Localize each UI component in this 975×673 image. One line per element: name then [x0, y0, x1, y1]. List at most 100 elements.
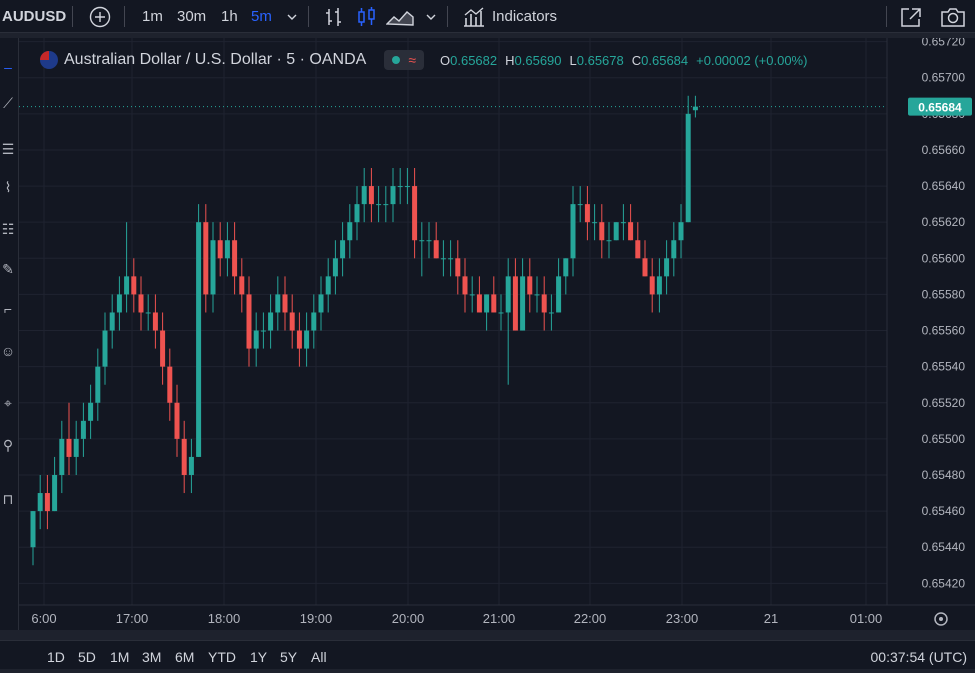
candle-body[interactable] [692, 106, 698, 111]
candle-body[interactable] [577, 204, 583, 206]
candle-body[interactable] [469, 294, 475, 296]
candle-body[interactable] [433, 240, 439, 259]
ruler-icon[interactable]: ⌖ [4, 395, 12, 411]
candle-body[interactable] [246, 294, 252, 349]
candle-body[interactable] [656, 276, 662, 295]
candle-body[interactable] [318, 294, 324, 313]
chart-pane[interactable]: 0.657200.657000.656800.656600.656400.656… [19, 35, 975, 630]
candle-body[interactable] [556, 276, 562, 313]
candle-body[interactable] [196, 222, 202, 457]
candle-body[interactable] [210, 240, 216, 295]
candle-body[interactable] [325, 276, 331, 295]
candle-body[interactable] [95, 366, 101, 403]
range-5y-button[interactable]: 5Y [280, 641, 297, 670]
candle-body[interactable] [44, 493, 50, 512]
candle-body[interactable] [390, 186, 396, 205]
candle-body[interactable] [512, 276, 518, 331]
candle-body[interactable] [505, 276, 511, 313]
candle-body[interactable] [304, 330, 310, 349]
range-all-button[interactable]: All [311, 641, 327, 670]
area-chart-type-button[interactable] [386, 0, 414, 33]
candle-body[interactable] [138, 294, 144, 313]
candle-body[interactable] [584, 204, 590, 223]
indicators-button[interactable]: Indicators [462, 0, 557, 33]
pattern-icon[interactable]: ⌇ [4, 179, 12, 195]
candle-body[interactable] [613, 222, 619, 241]
candle-body[interactable] [685, 113, 691, 223]
candle-body[interactable] [340, 240, 346, 259]
candle-body[interactable] [599, 222, 605, 241]
candles-chart-type-button[interactable] [356, 0, 378, 33]
candle-body[interactable] [498, 312, 504, 314]
candle-body[interactable] [224, 240, 230, 259]
candle-body[interactable] [217, 240, 223, 259]
candle-body[interactable] [160, 330, 166, 367]
candle-body[interactable] [404, 186, 410, 188]
symbol-search[interactable]: AUDUSD [2, 0, 66, 33]
candle-body[interactable] [145, 312, 151, 314]
candle-body[interactable] [232, 240, 238, 277]
candle-body[interactable] [289, 312, 295, 331]
candle-body[interactable] [66, 438, 72, 457]
candle-body[interactable] [88, 402, 94, 421]
candle-body[interactable] [649, 276, 655, 295]
candle-body[interactable] [491, 294, 497, 313]
candle-body[interactable] [311, 312, 317, 331]
trendline-icon[interactable]: ⟋ [3, 95, 13, 111]
candle-body[interactable] [484, 294, 490, 313]
candle-body[interactable] [167, 366, 173, 403]
candle-body[interactable] [383, 204, 389, 206]
range-1d-button[interactable]: 1D [47, 641, 65, 670]
candle-body[interactable] [52, 474, 58, 512]
candle-body[interactable] [260, 330, 266, 332]
candle-body[interactable] [181, 438, 187, 475]
candle-body[interactable] [440, 258, 446, 260]
candle-body[interactable] [563, 258, 569, 277]
candle-body[interactable] [376, 204, 382, 206]
candle-body[interactable] [59, 438, 65, 475]
candle-body[interactable] [73, 438, 79, 457]
gear-icon[interactable] [934, 612, 948, 626]
candle-body[interactable] [109, 312, 115, 331]
candle-body[interactable] [296, 330, 302, 349]
emoji-icon[interactable]: ☺ [0, 343, 16, 359]
candle-body[interactable] [354, 204, 360, 223]
candle-body[interactable] [30, 511, 36, 548]
candle-body[interactable] [275, 294, 281, 313]
brush-icon[interactable]: ✎ [2, 261, 14, 277]
candle-body[interactable] [664, 258, 670, 277]
text-icon[interactable]: ⌐ [3, 301, 13, 317]
timeframe-1m[interactable]: 1m [142, 0, 163, 33]
candle-body[interactable] [152, 312, 158, 331]
candle-body[interactable] [541, 294, 547, 313]
candle-body[interactable] [188, 456, 194, 475]
candle-body[interactable] [268, 312, 274, 331]
candle-body[interactable] [635, 240, 641, 259]
chart-type-dropdown[interactable] [424, 0, 438, 33]
candle-body[interactable] [361, 186, 367, 205]
candle-body[interactable] [102, 330, 108, 367]
timeframe-5m[interactable]: 5m [251, 0, 272, 33]
range-ytd-button[interactable]: YTD [208, 641, 236, 670]
candle-body[interactable] [520, 276, 526, 331]
timeframe-30m[interactable]: 30m [177, 0, 206, 33]
candle-body[interactable] [412, 186, 418, 241]
price-chart[interactable]: 0.657200.657000.656800.656600.656400.656… [19, 35, 975, 630]
prediction-icon[interactable]: ☷ [1, 221, 15, 237]
candle-body[interactable] [620, 222, 626, 224]
market-status-pill[interactable]: ≈ [384, 50, 424, 70]
candle-body[interactable] [174, 402, 180, 439]
candle-body[interactable] [455, 258, 461, 277]
range-6m-button[interactable]: 6M [175, 641, 194, 670]
candle-body[interactable] [534, 294, 540, 296]
candle-body[interactable] [419, 240, 425, 242]
candle-body[interactable] [448, 258, 454, 260]
compare-add-button[interactable] [89, 0, 111, 33]
candle-body[interactable] [678, 222, 684, 241]
candle-body[interactable] [253, 330, 259, 349]
candle-body[interactable] [124, 276, 130, 295]
candle-body[interactable] [476, 294, 482, 313]
candle-body[interactable] [592, 222, 598, 224]
candle-body[interactable] [116, 294, 122, 313]
candle-body[interactable] [239, 276, 245, 295]
